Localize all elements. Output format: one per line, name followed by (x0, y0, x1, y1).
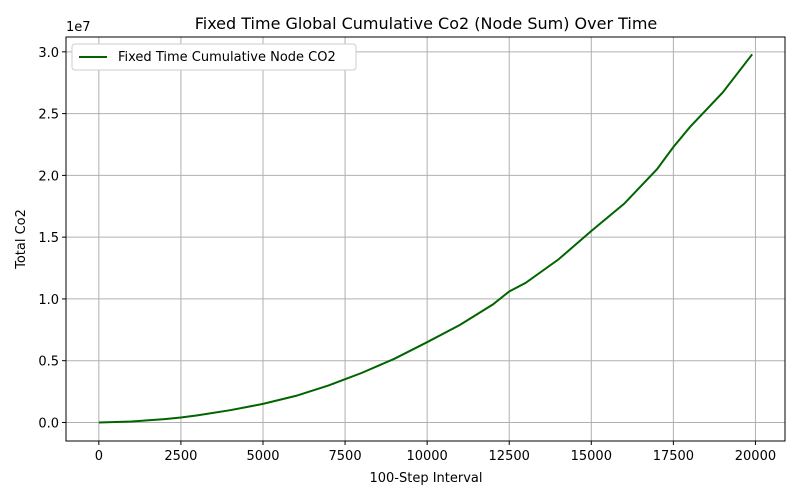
x-axis: 0 2500 5000 7500 10000 12500 15000 17500 20000 (95, 441, 776, 464)
legend-box (71, 43, 357, 71)
plot-area (66, 37, 785, 441)
y-tick-label: 2.0 (38, 169, 59, 184)
y-tick-label: 0.5 (38, 355, 59, 370)
y-tick-label: 0.0 (38, 416, 59, 431)
x-tick-label: 2500 (164, 449, 197, 464)
y-tick-label: 3.0 (38, 46, 59, 61)
y-axis-label: Total Co2 (14, 209, 29, 270)
chart-title: Fixed Time Global Cumulative Co2 (Node S… (195, 14, 658, 33)
x-tick-label: 12500 (489, 449, 530, 464)
x-tick-label: 20000 (735, 449, 776, 464)
x-axis-label: 100-Step Interval (369, 471, 482, 486)
x-tick-label: 0 (95, 449, 103, 464)
x-tick-label: 17500 (653, 449, 694, 464)
x-tick-label: 15000 (571, 449, 612, 464)
legend-label: Fixed Time Cumulative Node CO2 (118, 50, 336, 65)
y-tick-label: 2.5 (38, 108, 59, 123)
y-scale-multiplier: 1e7 (66, 20, 91, 35)
plot-frame (65, 36, 786, 442)
x-tick-label: 7500 (329, 449, 362, 464)
y-tick-label: 1.5 (38, 231, 59, 246)
series-layer (98, 53, 753, 424)
gridlines (66, 37, 785, 441)
series-line-fixed-time-cumulative-node-co2 (98, 53, 753, 424)
x-tick-label: 10000 (406, 449, 447, 464)
x-tick-label: 5000 (246, 449, 279, 464)
y-axis: 0.0 0.5 1.0 1.5 2.0 2.5 3.0 (38, 46, 66, 431)
y-tick-label: 1.0 (38, 293, 59, 308)
legend: Fixed Time Cumulative Node CO2 (71, 43, 357, 71)
